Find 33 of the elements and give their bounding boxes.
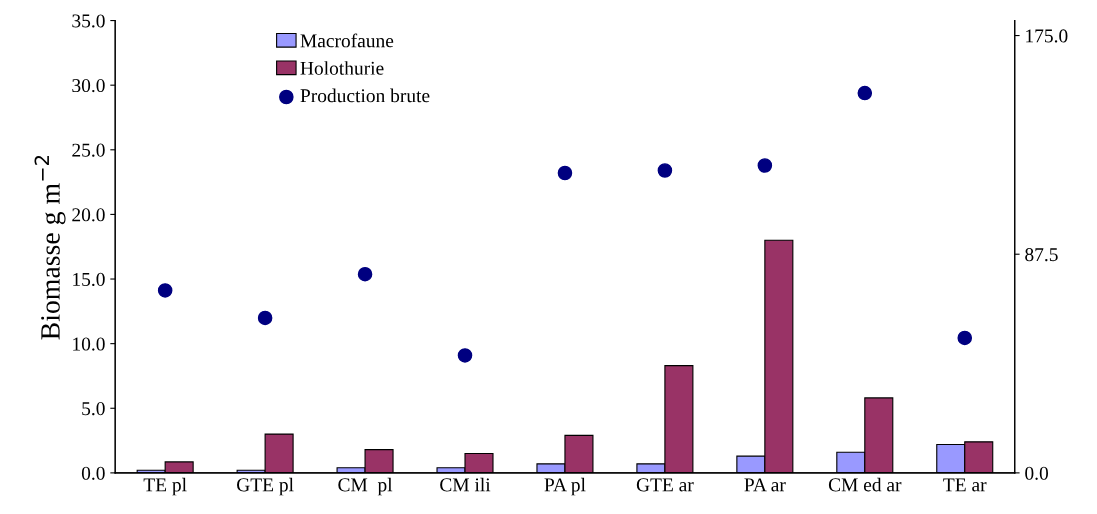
y-tick-label: 15.0 [73,272,105,287]
y2-tick-label: 175.0 [1026,29,1068,43]
y-tick-label: 25.0 [72,143,105,157]
y-tick-label: 0.0 [81,466,105,480]
x-tick-label: CM pl [338,477,393,496]
y2-tick-label: 87.5 [1025,248,1058,262]
y-tick-label: 10.0 [73,337,105,351]
point [557,165,573,181]
x-tick-label: CM ed ar [828,477,902,492]
point [357,266,373,282]
legend-label: Macrofaune [300,33,394,48]
y-tick-label: 5.0 [82,402,105,416]
x-tick-label: GTE pl [237,477,294,496]
y-tick-label: 30.0 [72,78,105,93]
x-tick-label: CM ili [440,477,491,492]
point [257,310,273,326]
legend-label: Production brute [300,88,430,103]
point [857,85,873,101]
x-tick-label: TE pl [143,477,187,496]
y-tick-label: 35.0 [72,14,105,28]
legend-label: Holothurie [300,61,384,75]
y-axis-title: Biomasse g m$^{−2}$ [34,155,66,340]
point [157,283,173,298]
point [657,163,673,178]
x-tick-label: PA pl [544,477,586,496]
x-tick-label: PA ar [744,478,786,492]
y-tick-label: 20.0 [72,208,105,222]
point [457,348,473,363]
point [957,330,973,346]
x-tick-label: GTE ar [636,478,694,492]
point [757,158,773,173]
x-tick-label: TE ar [943,478,987,492]
y2-tick-label: 0.0 [1025,466,1049,480]
